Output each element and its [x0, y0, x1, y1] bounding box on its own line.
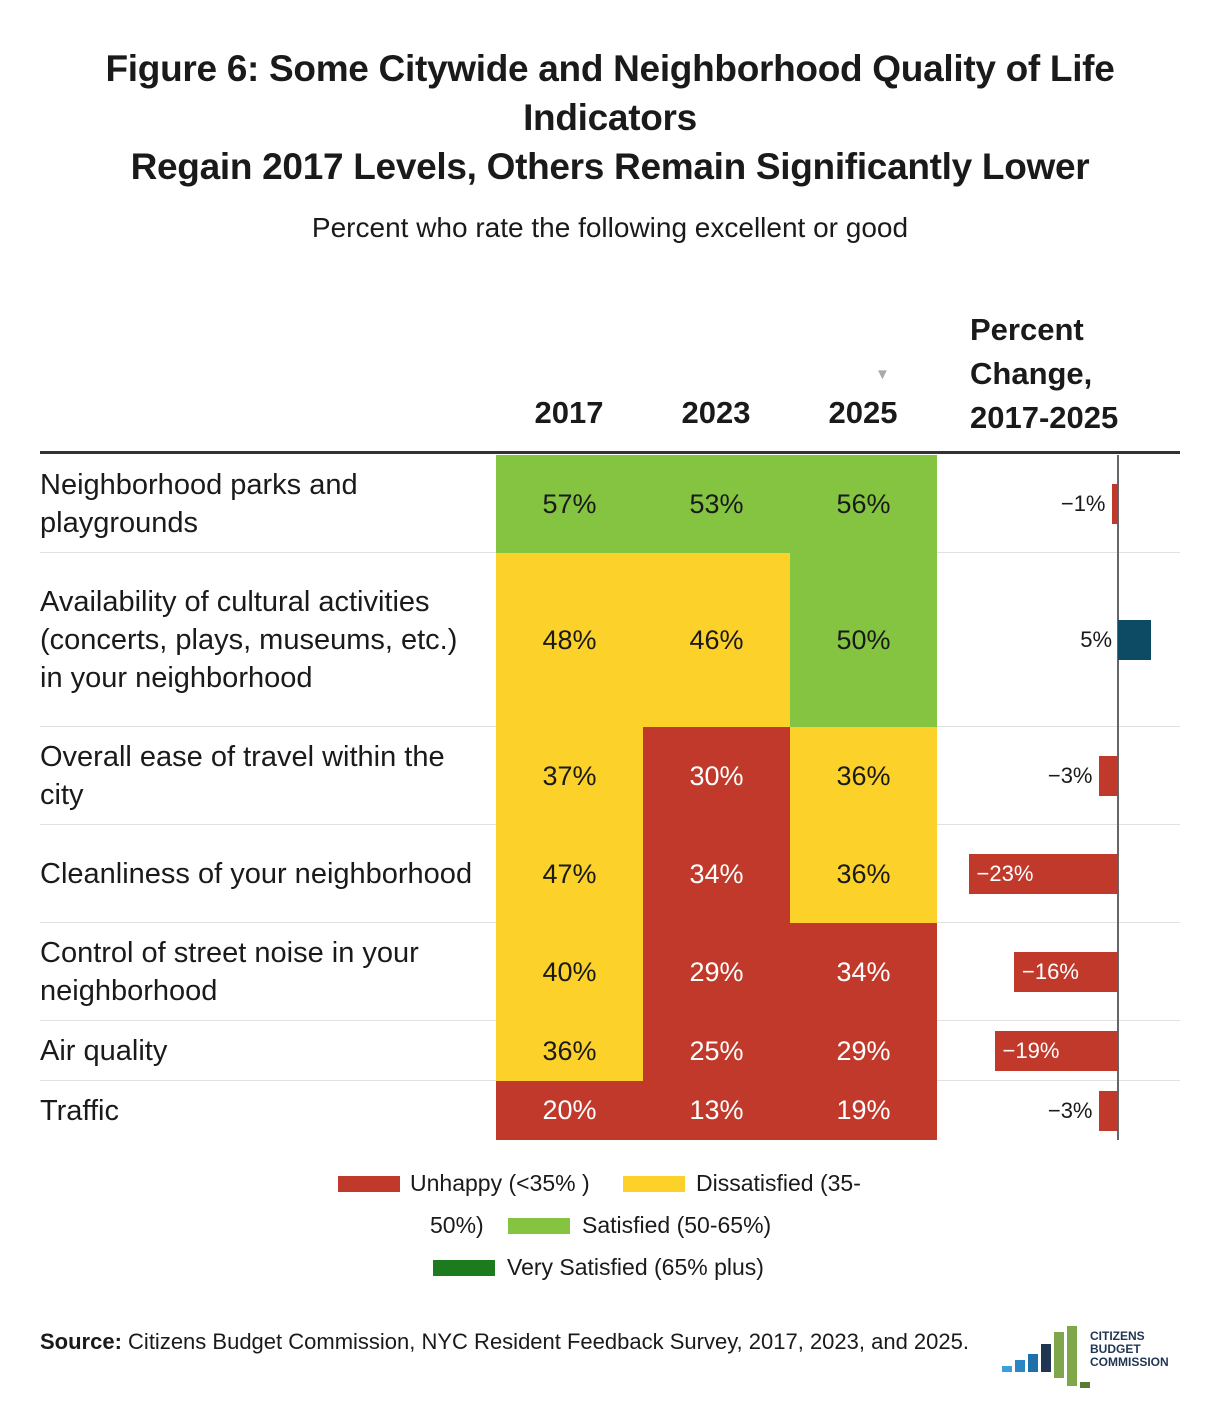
value-cell-2023[interactable]: 29% [643, 923, 790, 1021]
value-cell-2023[interactable]: 46% [643, 553, 790, 727]
legend-swatch-very-satisfied [433, 1260, 495, 1276]
legend-swatch-satisfied [508, 1218, 570, 1234]
change-label: 5% [1080, 627, 1112, 652]
source-note: Source: Citizens Budget Commission, NYC … [40, 1326, 990, 1357]
change-label: −19% [1002, 1038, 1060, 1063]
value-cell-2025[interactable]: 36% [790, 727, 937, 825]
value-cell-2017[interactable]: 36% [496, 1021, 643, 1081]
legend-label-satisfied: Satisfied (50-65%) [582, 1212, 772, 1238]
logo-wordmark: CITIZENS BUDGET COMMISSION [1090, 1330, 1169, 1369]
value-cell-2023[interactable]: 34% [643, 825, 790, 923]
logo-line-3: COMMISSION [1090, 1355, 1169, 1369]
change-bar[interactable] [994, 1031, 1118, 1071]
title-line-1: Figure 6: Some Citywide and Neighborhood… [105, 48, 1115, 89]
change-axis [1117, 923, 1119, 1021]
value-cell-2025[interactable]: 56% [790, 455, 937, 553]
change-bar[interactable] [1098, 1090, 1118, 1131]
value-cell-2017[interactable]: 40% [496, 923, 643, 1021]
value-cell-2017[interactable]: 37% [496, 727, 643, 825]
change-bar[interactable] [1014, 952, 1118, 992]
value-cell-2023[interactable]: 25% [643, 1021, 790, 1081]
title-line-3: Regain 2017 Levels, Others Remain Signif… [130, 146, 1090, 187]
value-cell-2025[interactable]: 36% [790, 825, 937, 923]
value-cell-2017[interactable]: 20% [496, 1081, 643, 1140]
row-label-neighborhood-parks-and-playgrounds: Neighborhood parks and playgrounds [40, 469, 358, 539]
sort-descending-icon[interactable]: ▼ [875, 366, 890, 383]
change-axis [1117, 825, 1119, 923]
legend-label-very-satisfied: Very Satisfied (65% plus) [507, 1254, 764, 1280]
value-cell-2017[interactable]: 47% [496, 825, 643, 923]
source-label: Source: [40, 1329, 122, 1354]
change-label: −1% [1060, 491, 1106, 516]
change-label: −3% [1047, 763, 1093, 788]
row-label-availability-of-cultural-activities-concerts-plays-museums-etc-in-your-neighborhood: Availability of cultural activities (con… [40, 586, 458, 694]
value-cell-2025[interactable]: 29% [790, 1021, 937, 1081]
value-cell-2023[interactable]: 30% [643, 727, 790, 825]
change-label: −16% [1022, 959, 1079, 984]
column-header-2025[interactable]: 2025 [828, 395, 898, 430]
legend-label-dissatisfied-part-2: 50%) [430, 1212, 484, 1238]
change-axis [1117, 1081, 1119, 1140]
value-cell-2023[interactable]: 53% [643, 455, 790, 553]
change-bar[interactable] [1111, 484, 1118, 524]
change-header-line-1: Percent [970, 312, 1084, 347]
logo-line-1: CITIZENS [1090, 1329, 1145, 1343]
legend-label-dissatisfied-part-1: Dissatisfied (35- [696, 1170, 861, 1196]
percent-change-header[interactable]: Percent Change, 2017-2025 [970, 308, 1200, 440]
row-label-air-quality: Air quality [40, 1035, 168, 1067]
change-label: −3% [1047, 1097, 1093, 1123]
legend-swatch-dissatisfied [623, 1176, 685, 1192]
value-cell-2025[interactable]: 50% [790, 553, 937, 727]
chart-subtitle: Percent who rate the following excellent… [311, 212, 909, 243]
header-rule [40, 451, 1180, 454]
column-header-2017[interactable]: 2017 [534, 395, 604, 430]
value-cell-2017[interactable]: 48% [496, 553, 643, 727]
value-cell-2025[interactable]: 34% [790, 923, 937, 1021]
change-label: −23% [976, 861, 1034, 886]
row-label-cleanliness-of-your-neighborhood: Cleanliness of your neighborhood [40, 858, 473, 890]
change-axis [1117, 455, 1119, 553]
chart-title: Figure 6: Some Citywide and Neighborhood… [20, 44, 1200, 191]
change-axis [1117, 1021, 1119, 1081]
value-cell-2025[interactable]: 19% [790, 1081, 937, 1140]
column-header-2023[interactable]: 2023 [681, 395, 751, 430]
legend-label-unhappy: Unhappy (<35% ) [410, 1170, 590, 1196]
row-label-control-of-street-noise-in-your-neighborhood: Control of street noise in your neighbor… [40, 937, 419, 1007]
logo-line-2: BUDGET [1090, 1342, 1141, 1356]
change-axis [1117, 727, 1119, 825]
value-cell-2023[interactable]: 13% [643, 1081, 790, 1140]
row-label-traffic: Traffic [40, 1094, 119, 1127]
change-bar[interactable] [1118, 620, 1151, 660]
change-bar[interactable] [968, 854, 1118, 894]
legend-swatch-unhappy [338, 1176, 400, 1192]
change-header-line-2: Change, [970, 356, 1093, 391]
change-header-line-3: 2017-2025 [970, 400, 1119, 435]
source-text: Citizens Budget Commission, NYC Resident… [128, 1329, 969, 1354]
cbc-logo-icon [1002, 1326, 1090, 1388]
change-bar[interactable] [1098, 756, 1118, 796]
title-line-2: Indicators [523, 97, 697, 138]
value-cell-2017[interactable]: 57% [496, 455, 643, 553]
row-label-overall-ease-of-travel-within-the-city: Overall ease of travel within the city [40, 741, 445, 811]
